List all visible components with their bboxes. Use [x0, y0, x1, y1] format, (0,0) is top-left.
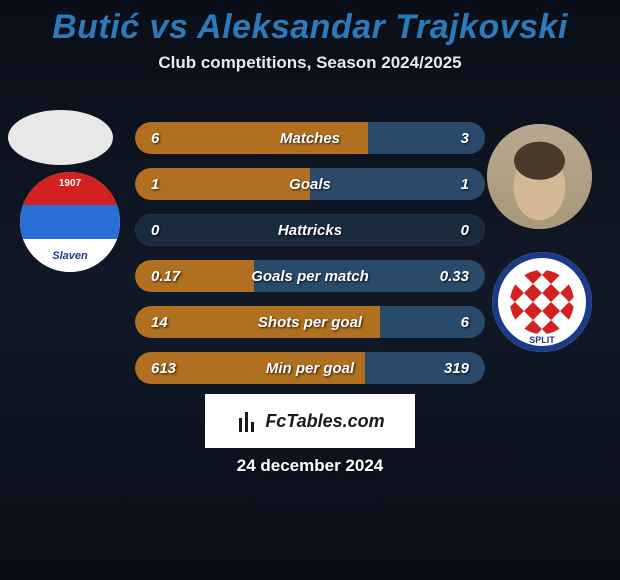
club-right-badge: SPLIT	[492, 252, 592, 352]
stat-row: 14Shots per goal6	[135, 306, 485, 338]
stat-label: Shots per goal	[135, 314, 485, 331]
brand-chart-icon	[235, 410, 259, 432]
stat-label: Min per goal	[135, 360, 485, 377]
stat-label: Goals	[135, 176, 485, 193]
stat-row: 0Hattricks0	[135, 214, 485, 246]
brand-badge: FcTables.com	[205, 394, 415, 448]
stat-label: Goals per match	[135, 268, 485, 285]
stat-value-right: 3	[461, 130, 485, 147]
club-left-year: 1907	[20, 178, 120, 189]
stat-value-right: 0	[461, 222, 485, 239]
stat-label: Matches	[135, 130, 485, 147]
club-left-name: Slaven	[20, 239, 120, 272]
hajduk-crest: SPLIT	[492, 252, 592, 352]
player-right-avatar	[487, 124, 592, 229]
stat-row: 6Matches3	[135, 122, 485, 154]
stat-label: Hattricks	[135, 222, 485, 239]
brand-text: FcTables.com	[265, 411, 384, 432]
stats-panel: 6Matches31Goals10Hattricks00.17Goals per…	[135, 122, 485, 398]
club-right-name: SPLIT	[498, 258, 586, 346]
subtitle: Club competitions, Season 2024/2025	[0, 53, 620, 73]
stat-row: 0.17Goals per match0.33	[135, 260, 485, 292]
stat-value-right: 319	[444, 360, 485, 377]
club-left-badge: 1907 Slaven	[20, 172, 120, 272]
stat-row: 1Goals1	[135, 168, 485, 200]
stat-value-right: 1	[461, 176, 485, 193]
stat-row: 613Min per goal319	[135, 352, 485, 384]
page-title: Butić vs Aleksandar Trajkovski	[0, 0, 620, 47]
stat-value-right: 6	[461, 314, 485, 331]
slaven-crest: 1907 Slaven	[20, 172, 120, 272]
stat-value-right: 0.33	[440, 268, 485, 285]
player-face-icon	[487, 124, 592, 229]
date-label: 24 december 2024	[0, 456, 620, 476]
player-left-avatar	[8, 110, 113, 165]
